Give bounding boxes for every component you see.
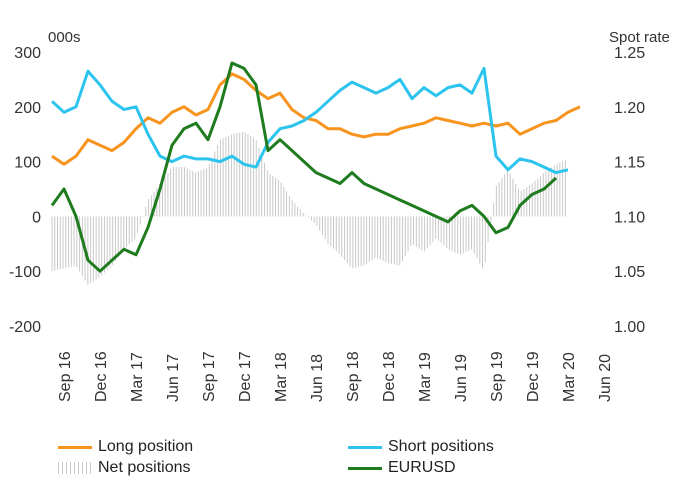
left-axis-unit-label: 000s xyxy=(48,29,81,46)
x-tick-label: Mar 19 xyxy=(417,352,434,402)
x-tick-label: Jun 20 xyxy=(597,354,614,402)
short-positions-line xyxy=(50,66,569,175)
left-tick-label: -200 xyxy=(9,319,41,336)
x-tick-label: Mar 18 xyxy=(273,352,290,402)
right-tick-label: 1.15 xyxy=(614,155,645,172)
left-tick-label: 0 xyxy=(32,209,41,226)
net-positions-bars xyxy=(51,131,566,285)
series-lines xyxy=(50,61,581,273)
eurusd-line xyxy=(50,61,558,273)
long-position-line xyxy=(51,72,581,166)
x-tick-label: Sep 19 xyxy=(489,351,506,402)
right-axis-unit-label: Spot rate xyxy=(609,29,670,46)
right-tick-label: 1.10 xyxy=(614,209,645,226)
x-tick-label: Sep 16 xyxy=(57,351,74,402)
right-tick-label: 1.00 xyxy=(614,319,645,336)
left-tick-label: 200 xyxy=(14,100,41,117)
left-axis-ticks: 300 200 100 0 -100 -200 xyxy=(9,45,41,336)
right-axis-ticks: 1.25 1.20 1.15 1.10 1.05 1.00 xyxy=(614,45,645,336)
x-tick-label: Dec 17 xyxy=(237,351,254,402)
right-tick-label: 1.25 xyxy=(614,45,645,62)
x-tick-label: Sep 17 xyxy=(201,351,218,402)
right-tick-label: 1.05 xyxy=(614,264,645,281)
x-tick-label: Sep 18 xyxy=(345,351,362,402)
x-tick-label: Jun 17 xyxy=(165,354,182,402)
left-tick-label: 100 xyxy=(14,155,41,172)
x-tick-label: Mar 20 xyxy=(561,352,578,402)
x-tick-label: Mar 17 xyxy=(129,352,146,402)
x-tick-label: Jun 18 xyxy=(309,354,326,402)
x-axis-ticks: Sep 16 Dec 16 Mar 17 Jun 17 Sep 17 Dec 17 Mar … xyxy=(57,351,614,402)
right-tick-label: 1.20 xyxy=(614,100,645,117)
x-tick-label: Dec 16 xyxy=(93,351,110,402)
x-tick-label: Dec 19 xyxy=(525,351,542,402)
left-tick-label: 300 xyxy=(14,45,41,62)
x-tick-label: Jun 19 xyxy=(453,354,470,402)
left-tick-label: -100 xyxy=(9,264,41,281)
x-tick-label: Dec 18 xyxy=(381,351,398,402)
